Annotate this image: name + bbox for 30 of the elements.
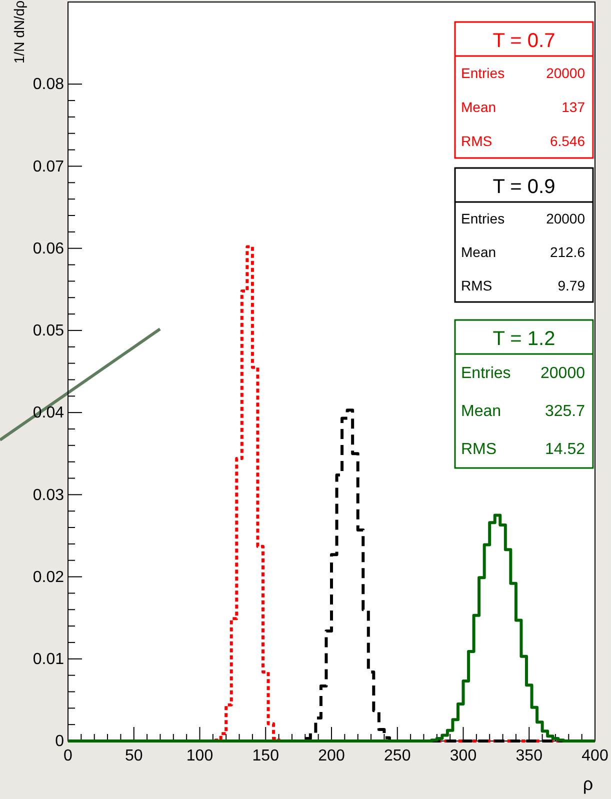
- x-tick-label: 250: [384, 747, 411, 764]
- y-tick-label: 0.06: [32, 240, 64, 258]
- text: RMS 14.52: [461, 441, 585, 458]
- x-tick-label: 400: [582, 747, 608, 764]
- text: Mean 212.6: [461, 244, 585, 260]
- x-axis-title: ρ: [582, 774, 594, 794]
- x-tick-label: 200: [318, 747, 345, 764]
- y-tick-label: 0.07: [32, 158, 64, 176]
- x-tick-label: 50: [124, 747, 143, 764]
- x-tick-label: 350: [516, 747, 543, 764]
- y-tick-label: 0: [55, 733, 64, 750]
- x-tick-label: 300: [450, 747, 477, 764]
- text: T = 0.9: [492, 176, 556, 198]
- y-tick-label: 0.08: [32, 76, 64, 94]
- y-tick-label: 0.05: [32, 322, 64, 340]
- text: T = 1.2: [492, 328, 556, 350]
- text: Entries 20000: [461, 365, 585, 382]
- text: RMS 9.79: [461, 277, 585, 294]
- x-tick-label: 100: [186, 747, 214, 764]
- y-tick-label: 0.01: [32, 651, 64, 668]
- y-axis-title: 1/N dN/dρ: [11, 0, 27, 64]
- text: T = 0.7: [492, 30, 556, 52]
- x-tick-label: 150: [252, 747, 280, 764]
- text: Entries 20000: [461, 210, 585, 227]
- y-tick-label: 0.03: [32, 486, 64, 504]
- text: Entries 20000: [461, 65, 585, 81]
- text: RMS 6.546: [461, 133, 585, 149]
- text: Mean 325.7: [461, 403, 585, 420]
- y-tick-label: 0.02: [32, 568, 64, 586]
- text: Mean 137: [461, 99, 585, 115]
